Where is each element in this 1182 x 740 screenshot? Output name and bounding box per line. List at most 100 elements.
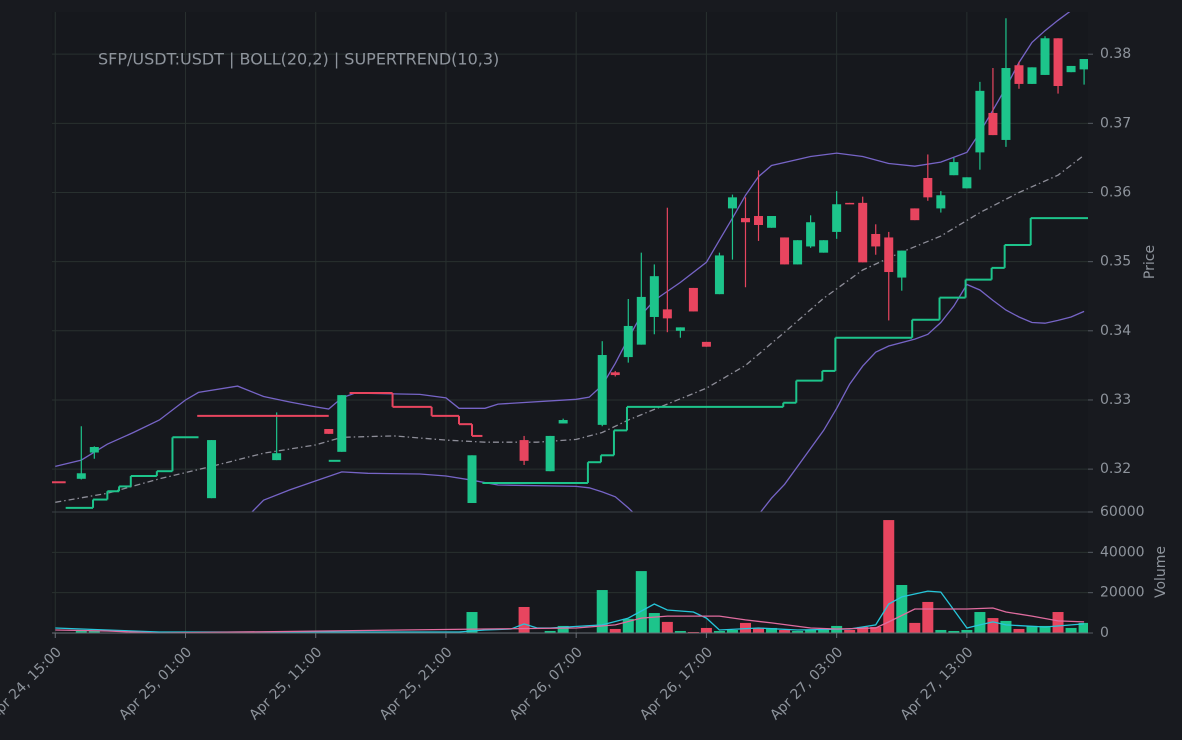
- volume-bar: [1078, 622, 1088, 633]
- volume-bar: [805, 629, 817, 633]
- x-tick-label: Apr 27, 13:00: [898, 644, 977, 723]
- candle-body: [727, 197, 737, 209]
- indicator-line: [759, 283, 1085, 512]
- volume-bar: [987, 618, 999, 633]
- volume-bar: [883, 520, 895, 633]
- candle-body: [871, 233, 881, 247]
- candle-body: [780, 237, 790, 265]
- candle-body: [597, 355, 607, 425]
- candle-body: [806, 222, 816, 247]
- candle-body: [793, 240, 803, 265]
- candle-body: [558, 420, 568, 424]
- y-tick-label: 20000: [1100, 585, 1145, 601]
- candle-body: [897, 250, 907, 278]
- candle-body: [923, 177, 933, 198]
- volume-bar: [857, 626, 869, 633]
- y-tick-label: 0.32: [1100, 461, 1131, 477]
- volume-bar: [557, 625, 569, 633]
- volume-bar: [687, 631, 699, 633]
- x-tick-label: Apr 24, 15:00: [0, 644, 65, 723]
- volume-bar: [1065, 627, 1077, 633]
- volume-bar: [922, 601, 934, 633]
- volume-bar: [870, 626, 882, 633]
- volume-bar: [544, 630, 556, 633]
- candle-body: [1066, 65, 1076, 73]
- volume-bar: [792, 630, 804, 633]
- plot-background: [52, 12, 1088, 633]
- y-tick-label: 0.34: [1100, 323, 1131, 339]
- y-tick-label: 0.33: [1100, 392, 1131, 408]
- volume-bar: [609, 628, 621, 633]
- volume-bar: [635, 571, 647, 633]
- indicator-line: [55, 607, 1085, 633]
- volume-bar: [674, 630, 686, 633]
- volume-bar: [1013, 628, 1025, 633]
- y-tick-label: 0.36: [1100, 184, 1131, 200]
- candle-body: [272, 453, 282, 461]
- y-axis-label: Volume: [1153, 546, 1169, 598]
- y-tick-label: 0.37: [1100, 115, 1131, 131]
- candle-body: [623, 325, 633, 358]
- candle-body: [754, 216, 764, 226]
- volume-bar: [818, 629, 830, 633]
- volume-bar: [739, 622, 751, 633]
- candle-body: [1027, 67, 1037, 84]
- x-tick-label: Apr 26, 17:00: [637, 644, 716, 723]
- indicator-line: [55, 154, 1085, 503]
- candle-body: [740, 218, 750, 223]
- chart-title: SFP/USDT:USDT | BOLL(20,2) | SUPERTREND(…: [98, 50, 499, 69]
- candle-body: [832, 204, 842, 232]
- volume-bar: [1000, 620, 1012, 633]
- volume-bar: [622, 618, 634, 633]
- y-tick-label: 0: [1100, 625, 1109, 641]
- y-axis-label: Price: [1142, 245, 1158, 279]
- indicator-line: [251, 471, 634, 512]
- candle-body: [675, 327, 685, 331]
- volume-bar: [713, 630, 725, 633]
- candle-body: [962, 177, 972, 189]
- candle-body: [1079, 59, 1088, 70]
- candle-body: [767, 216, 777, 228]
- volume-bar: [935, 629, 947, 633]
- volume-bar: [466, 612, 478, 633]
- x-tick-label: Apr 26, 07:00: [507, 644, 586, 723]
- candle-body: [207, 440, 217, 499]
- candle-body: [337, 395, 347, 452]
- candle-body: [1001, 68, 1011, 140]
- volume-bar: [753, 627, 765, 633]
- candle-body: [545, 435, 555, 472]
- volume-bar: [648, 613, 660, 633]
- volume-bar: [844, 629, 856, 633]
- candle-body: [845, 202, 855, 205]
- candle-body: [1014, 65, 1024, 84]
- candle-body: [1040, 38, 1050, 75]
- candle-body: [610, 372, 620, 376]
- volume-bar: [88, 630, 100, 633]
- volume-bar: [1052, 612, 1064, 633]
- x-tick-label: Apr 27, 03:00: [767, 644, 846, 723]
- candle-body: [910, 208, 920, 221]
- volume-bar: [596, 590, 608, 633]
- x-tick-label: Apr 25, 01:00: [116, 644, 195, 723]
- volume-bar: [766, 627, 778, 633]
- y-tick-label: 60000: [1100, 504, 1145, 520]
- price-panel: [52, 12, 1088, 512]
- volume-bar: [518, 606, 530, 633]
- candle-body: [936, 195, 946, 209]
- volume-bar: [726, 629, 738, 633]
- candle-body: [467, 455, 477, 504]
- candle-body: [76, 473, 86, 479]
- candle-body: [662, 309, 672, 319]
- candle-body: [858, 202, 868, 263]
- candle-body: [701, 341, 711, 347]
- candle-body: [519, 440, 529, 461]
- volume-bar: [961, 629, 973, 633]
- candle-body: [884, 237, 894, 273]
- candle-body: [89, 446, 99, 453]
- candle-body: [1053, 38, 1063, 86]
- y-tick-label: 0.35: [1100, 254, 1131, 270]
- candle-body: [636, 296, 646, 345]
- volume-bar: [948, 630, 960, 633]
- x-tick-label: Apr 25, 11:00: [246, 644, 325, 723]
